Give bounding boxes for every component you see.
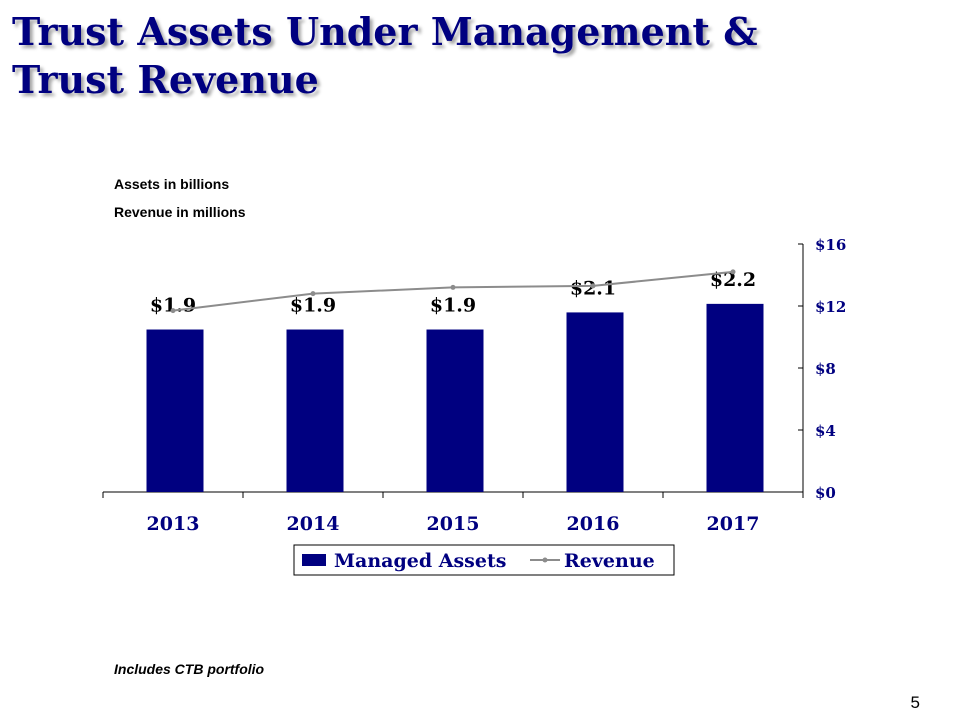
bar-label-2013: $1.9 <box>150 295 196 317</box>
bar-managed-assets-2013 <box>146 329 204 492</box>
bar-managed-assets-2016 <box>566 312 624 492</box>
right-axis-tick-label: $8 <box>815 360 836 378</box>
revenue-point-2017 <box>730 269 736 275</box>
bar-managed-assets-2014 <box>286 329 344 492</box>
x-tick-label-2017: 2017 <box>707 513 760 535</box>
revenue-point-2013 <box>170 308 176 314</box>
x-tick-label-2015: 2015 <box>427 513 480 535</box>
bar-managed-assets-2017 <box>706 303 764 492</box>
revenue-point-2014 <box>310 291 316 297</box>
right-axis-tick-label: $4 <box>815 422 836 440</box>
legend-label-revenue: Revenue <box>564 550 655 572</box>
legend: Managed Assets Revenue <box>293 544 675 576</box>
bars-series <box>146 303 764 492</box>
x-tick-label-2014: 2014 <box>287 513 340 535</box>
slide-title: Trust Assets Under Management & Trust Re… <box>12 8 912 104</box>
assets-unit-note: Assets in billions <box>114 176 230 192</box>
bar-label-2014: $1.9 <box>290 295 336 317</box>
bar-label-2017: $2.2 <box>710 269 756 291</box>
revenue-point-2016 <box>590 283 596 289</box>
footnote: Includes CTB portfolio <box>114 661 265 677</box>
title-line-1: Trust Assets Under Management & <box>12 9 758 54</box>
x-tick-label-2016: 2016 <box>567 513 620 535</box>
revenue-unit-note: Revenue in millions <box>114 204 246 220</box>
x-tick-labels: 2013 2014 2015 2016 2017 <box>147 513 760 535</box>
bar-managed-assets-2015 <box>426 329 484 492</box>
legend-label-managed-assets: Managed Assets <box>334 550 506 572</box>
legend-marker-revenue <box>542 557 548 563</box>
bar-label-2016: $2.1 <box>570 277 616 299</box>
page-number: 5 <box>910 693 920 712</box>
right-axis-tick-label: $16 <box>815 236 846 254</box>
revenue-series <box>170 269 736 314</box>
legend-swatch-managed-assets <box>302 554 326 566</box>
revenue-point-2015 <box>450 284 456 290</box>
x-tick-label-2013: 2013 <box>147 513 200 535</box>
bar-label-2015: $1.9 <box>430 295 476 317</box>
right-axis-tick-label: $0 <box>815 484 836 502</box>
title-line-2: Trust Revenue <box>12 57 319 102</box>
right-axis: $0 $4 $8 $12 $16 <box>798 236 846 502</box>
legend-box <box>293 544 675 576</box>
right-axis-tick-label: $12 <box>815 298 846 316</box>
x-axis <box>102 491 804 498</box>
bar-data-labels: $1.9 $1.9 $1.9 $2.1 $2.2 <box>150 269 756 317</box>
